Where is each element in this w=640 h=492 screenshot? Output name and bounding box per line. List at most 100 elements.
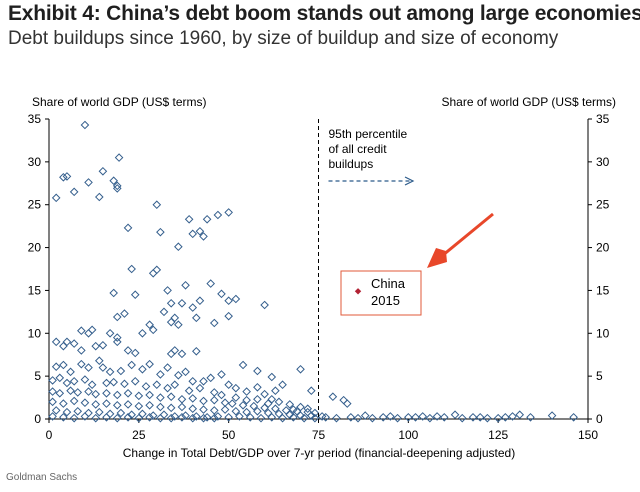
data-point	[177, 349, 187, 359]
x-tick-label: 125	[488, 428, 508, 442]
data-point	[267, 412, 277, 422]
data-point	[303, 404, 313, 414]
data-point	[342, 399, 352, 408]
data-point	[278, 413, 287, 423]
y-tick-label-right: 15	[596, 283, 610, 297]
data-point	[181, 411, 190, 420]
data-point	[184, 214, 194, 224]
data-point	[120, 379, 129, 389]
data-point	[217, 370, 226, 379]
source-note: Goldman Sachs	[6, 472, 78, 483]
data-point	[51, 337, 61, 347]
data-point	[105, 328, 115, 338]
data-point	[48, 376, 57, 385]
y-tick-label-right: 10	[596, 326, 610, 340]
data-point	[163, 286, 172, 295]
data-point	[170, 313, 180, 323]
data-point	[188, 376, 198, 386]
x-axis-label: Change in Total Debt/GDP over 7-yr perio…	[123, 446, 515, 460]
data-point	[174, 242, 183, 252]
data-point	[59, 412, 68, 422]
data-point	[188, 413, 198, 423]
data-point	[123, 412, 133, 422]
data-point	[130, 290, 140, 300]
data-point	[296, 364, 305, 374]
data-point	[281, 406, 291, 415]
data-point	[192, 313, 201, 323]
data-point	[569, 412, 578, 422]
data-point	[328, 392, 338, 402]
y-tick-label-left: 15	[28, 283, 42, 297]
data-point	[69, 396, 79, 406]
data-point	[91, 389, 101, 399]
data-point	[220, 405, 230, 414]
data-point	[66, 367, 75, 377]
data-point	[238, 400, 248, 410]
data-point	[69, 187, 79, 197]
data-point	[127, 360, 136, 370]
data-point	[493, 413, 503, 423]
threshold-label-line: of all credit	[329, 142, 388, 156]
china-annotation: China 2015	[340, 212, 494, 316]
data-point	[109, 176, 118, 186]
data-point	[310, 413, 320, 423]
data-point	[123, 400, 133, 409]
data-point	[235, 412, 244, 421]
data-point	[289, 412, 298, 422]
data-point	[55, 388, 65, 398]
data-point	[515, 410, 525, 420]
data-point	[112, 413, 122, 423]
data-point	[242, 387, 251, 396]
data-point	[166, 298, 176, 308]
data-point	[152, 265, 162, 275]
y-tick-label-left: 0	[34, 412, 41, 426]
data-point	[94, 356, 104, 366]
data-point	[152, 200, 162, 210]
data-point	[184, 386, 194, 396]
data-point	[217, 390, 226, 400]
data-point	[66, 386, 75, 396]
data-point	[457, 413, 467, 423]
data-point	[98, 363, 108, 372]
data-point	[227, 399, 237, 408]
data-point	[116, 408, 126, 418]
data-point	[253, 382, 262, 392]
data-point	[84, 178, 93, 187]
data-point	[475, 412, 485, 422]
chart-title: Exhibit 4: China’s debt boom stands out …	[8, 2, 640, 25]
data-point	[267, 394, 277, 404]
data-point	[102, 399, 111, 408]
data-point	[360, 411, 370, 420]
data-point	[59, 360, 68, 370]
data-point	[62, 337, 72, 347]
data-point	[483, 413, 492, 423]
data-point	[170, 380, 180, 390]
data-point	[134, 391, 144, 401]
data-point	[112, 333, 122, 342]
data-point	[450, 410, 460, 420]
data-point	[285, 400, 295, 409]
data-point	[526, 412, 535, 422]
data-point	[188, 394, 198, 403]
data-point	[310, 408, 320, 418]
data-point	[98, 166, 108, 176]
data-point	[80, 412, 90, 421]
data-point	[224, 412, 233, 422]
data-point	[260, 403, 269, 413]
data-point	[134, 401, 144, 411]
data-point	[145, 320, 154, 330]
data-point	[105, 409, 115, 419]
data-point	[199, 232, 208, 241]
data-point	[166, 413, 176, 423]
data-point	[418, 412, 428, 421]
data-point	[263, 399, 273, 408]
data-point	[116, 366, 126, 376]
data-point	[112, 184, 122, 193]
data-point	[73, 388, 83, 397]
data-point	[69, 376, 79, 386]
data-point	[148, 325, 158, 335]
data-point	[192, 346, 201, 356]
data-point	[48, 397, 57, 407]
